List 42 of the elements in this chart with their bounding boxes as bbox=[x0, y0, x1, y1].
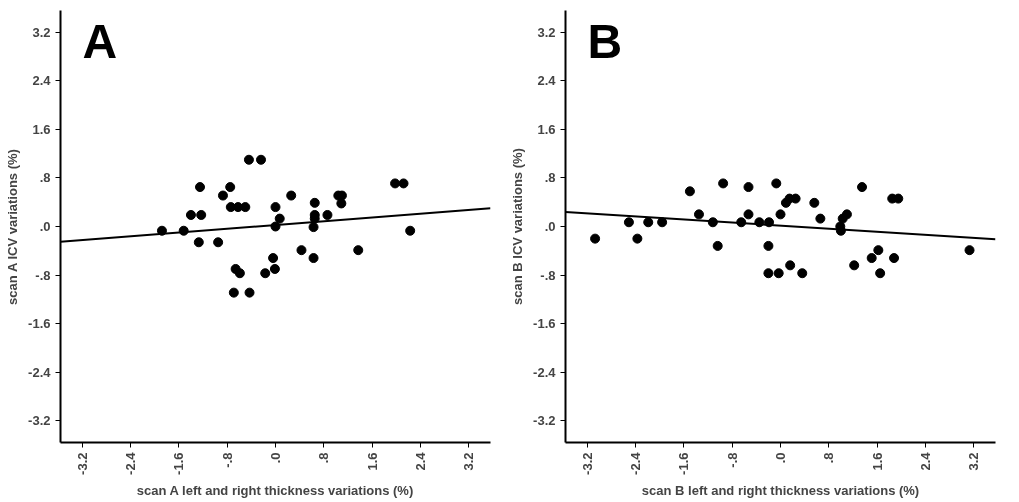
x-tick-label: -3.2 bbox=[579, 452, 595, 475]
y-tick-label: -3.2 bbox=[533, 413, 556, 429]
chart-title: B bbox=[587, 14, 623, 68]
x-tick-label: -2.4 bbox=[628, 451, 644, 475]
x-tick-label: .8 bbox=[821, 452, 837, 464]
x-tick-label: .0 bbox=[268, 452, 283, 464]
y-tick-label: -.8 bbox=[540, 267, 556, 283]
x-tick-label: -2.4 bbox=[123, 451, 139, 475]
y-tick-label: 3.2 bbox=[32, 24, 51, 40]
y-tick-label: 2.4 bbox=[32, 73, 52, 89]
chart-title: A bbox=[82, 14, 118, 68]
y-tick-label: .0 bbox=[544, 219, 556, 234]
y-tick-label: .8 bbox=[39, 170, 51, 186]
x-tick-label: 1.6 bbox=[869, 452, 885, 471]
x-tick-label: -1.6 bbox=[676, 452, 692, 475]
y-tick-label: -1.6 bbox=[28, 316, 51, 332]
x-tick-label: -.8 bbox=[219, 452, 235, 468]
x-tick-label: .0 bbox=[773, 452, 788, 464]
y-tick-label: -2.4 bbox=[28, 364, 52, 380]
x-tick-label: -.8 bbox=[724, 452, 740, 468]
y-axis-title: scan B ICV variations (%) bbox=[510, 148, 526, 305]
x-tick-label: 1.6 bbox=[364, 452, 380, 471]
y-tick-label: -2.4 bbox=[533, 364, 557, 380]
y-tick-label: -.8 bbox=[35, 267, 51, 283]
x-tick-label: 2.4 bbox=[917, 451, 933, 471]
y-tick-label: 1.6 bbox=[537, 121, 556, 137]
x-tick-label: .8 bbox=[316, 452, 332, 464]
x-tick-label: -3.2 bbox=[74, 452, 90, 475]
x-tick-label: 2.4 bbox=[412, 451, 428, 471]
x-axis-title: scan B left and right thickness variations (%) bbox=[641, 482, 920, 498]
y-tick-label: .8 bbox=[544, 170, 556, 186]
y-tick-label: 3.2 bbox=[537, 24, 556, 40]
x-axis-title: scan A left and right thickness variations (%) bbox=[136, 482, 414, 498]
y-tick-label: .0 bbox=[39, 219, 51, 234]
y-axis-title: scan A ICV variations (%) bbox=[5, 149, 21, 305]
y-tick-label: 2.4 bbox=[537, 73, 557, 89]
x-tick-label: 3.2 bbox=[966, 452, 982, 471]
x-tick-label: 3.2 bbox=[461, 452, 477, 471]
y-tick-label: -3.2 bbox=[28, 413, 51, 429]
y-tick-label: 1.6 bbox=[32, 121, 51, 137]
y-tick-label: -1.6 bbox=[533, 316, 556, 332]
x-tick-label: -1.6 bbox=[171, 452, 187, 475]
